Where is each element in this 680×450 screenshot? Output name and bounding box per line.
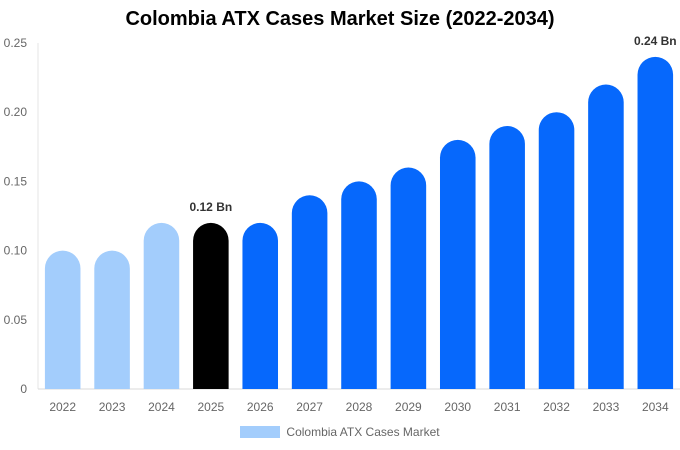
x-tick-label: 2031 xyxy=(494,400,521,414)
legend-label: Colombia ATX Cases Market xyxy=(286,425,440,439)
x-tick-label: 2029 xyxy=(395,400,422,414)
x-tick-label: 2022 xyxy=(49,400,76,414)
y-tick-label: 0.10 xyxy=(4,244,28,258)
chart-title: Colombia ATX Cases Market Size (2022-203… xyxy=(125,8,555,30)
bar-2028[interactable] xyxy=(341,181,377,389)
x-tick-label: 2034 xyxy=(642,400,669,414)
bar-2026[interactable] xyxy=(242,222,279,389)
x-tick-label: 2023 xyxy=(99,400,126,414)
bar-2031[interactable] xyxy=(489,126,525,389)
y-tick-label: 0.25 xyxy=(4,36,28,50)
y-tick-label: 0 xyxy=(20,382,27,396)
bar-2032[interactable] xyxy=(538,112,575,389)
bar-2025[interactable] xyxy=(193,222,229,389)
bar-2024[interactable] xyxy=(143,222,180,389)
data-label-2034: 0.24 Bn xyxy=(634,34,677,48)
y-tick-label: 0.15 xyxy=(4,174,28,188)
bar-2023[interactable] xyxy=(94,250,130,389)
x-tick-label: 2032 xyxy=(543,400,570,414)
bar-2029[interactable] xyxy=(390,167,427,389)
x-tick-label: 2028 xyxy=(346,400,373,414)
bar-2030[interactable] xyxy=(439,139,476,389)
data-label-2025: 0.12 Bn xyxy=(190,200,233,214)
x-tick-label: 2027 xyxy=(296,400,323,414)
x-tick-label: 2024 xyxy=(148,400,175,414)
bar-2034[interactable] xyxy=(637,56,674,389)
legend[interactable]: Colombia ATX Cases Market xyxy=(0,425,680,439)
x-tick-label: 2026 xyxy=(247,400,274,414)
legend-swatch xyxy=(240,426,281,438)
bar-2033[interactable] xyxy=(588,84,624,389)
bar-2022[interactable] xyxy=(44,250,81,389)
x-tick-label: 2033 xyxy=(593,400,620,414)
y-tick-label: 0.20 xyxy=(4,105,28,119)
y-tick-label: 0.05 xyxy=(4,313,28,327)
x-tick-label: 2025 xyxy=(197,400,224,414)
x-tick-label: 2030 xyxy=(444,400,471,414)
bar-2027[interactable] xyxy=(291,195,328,389)
